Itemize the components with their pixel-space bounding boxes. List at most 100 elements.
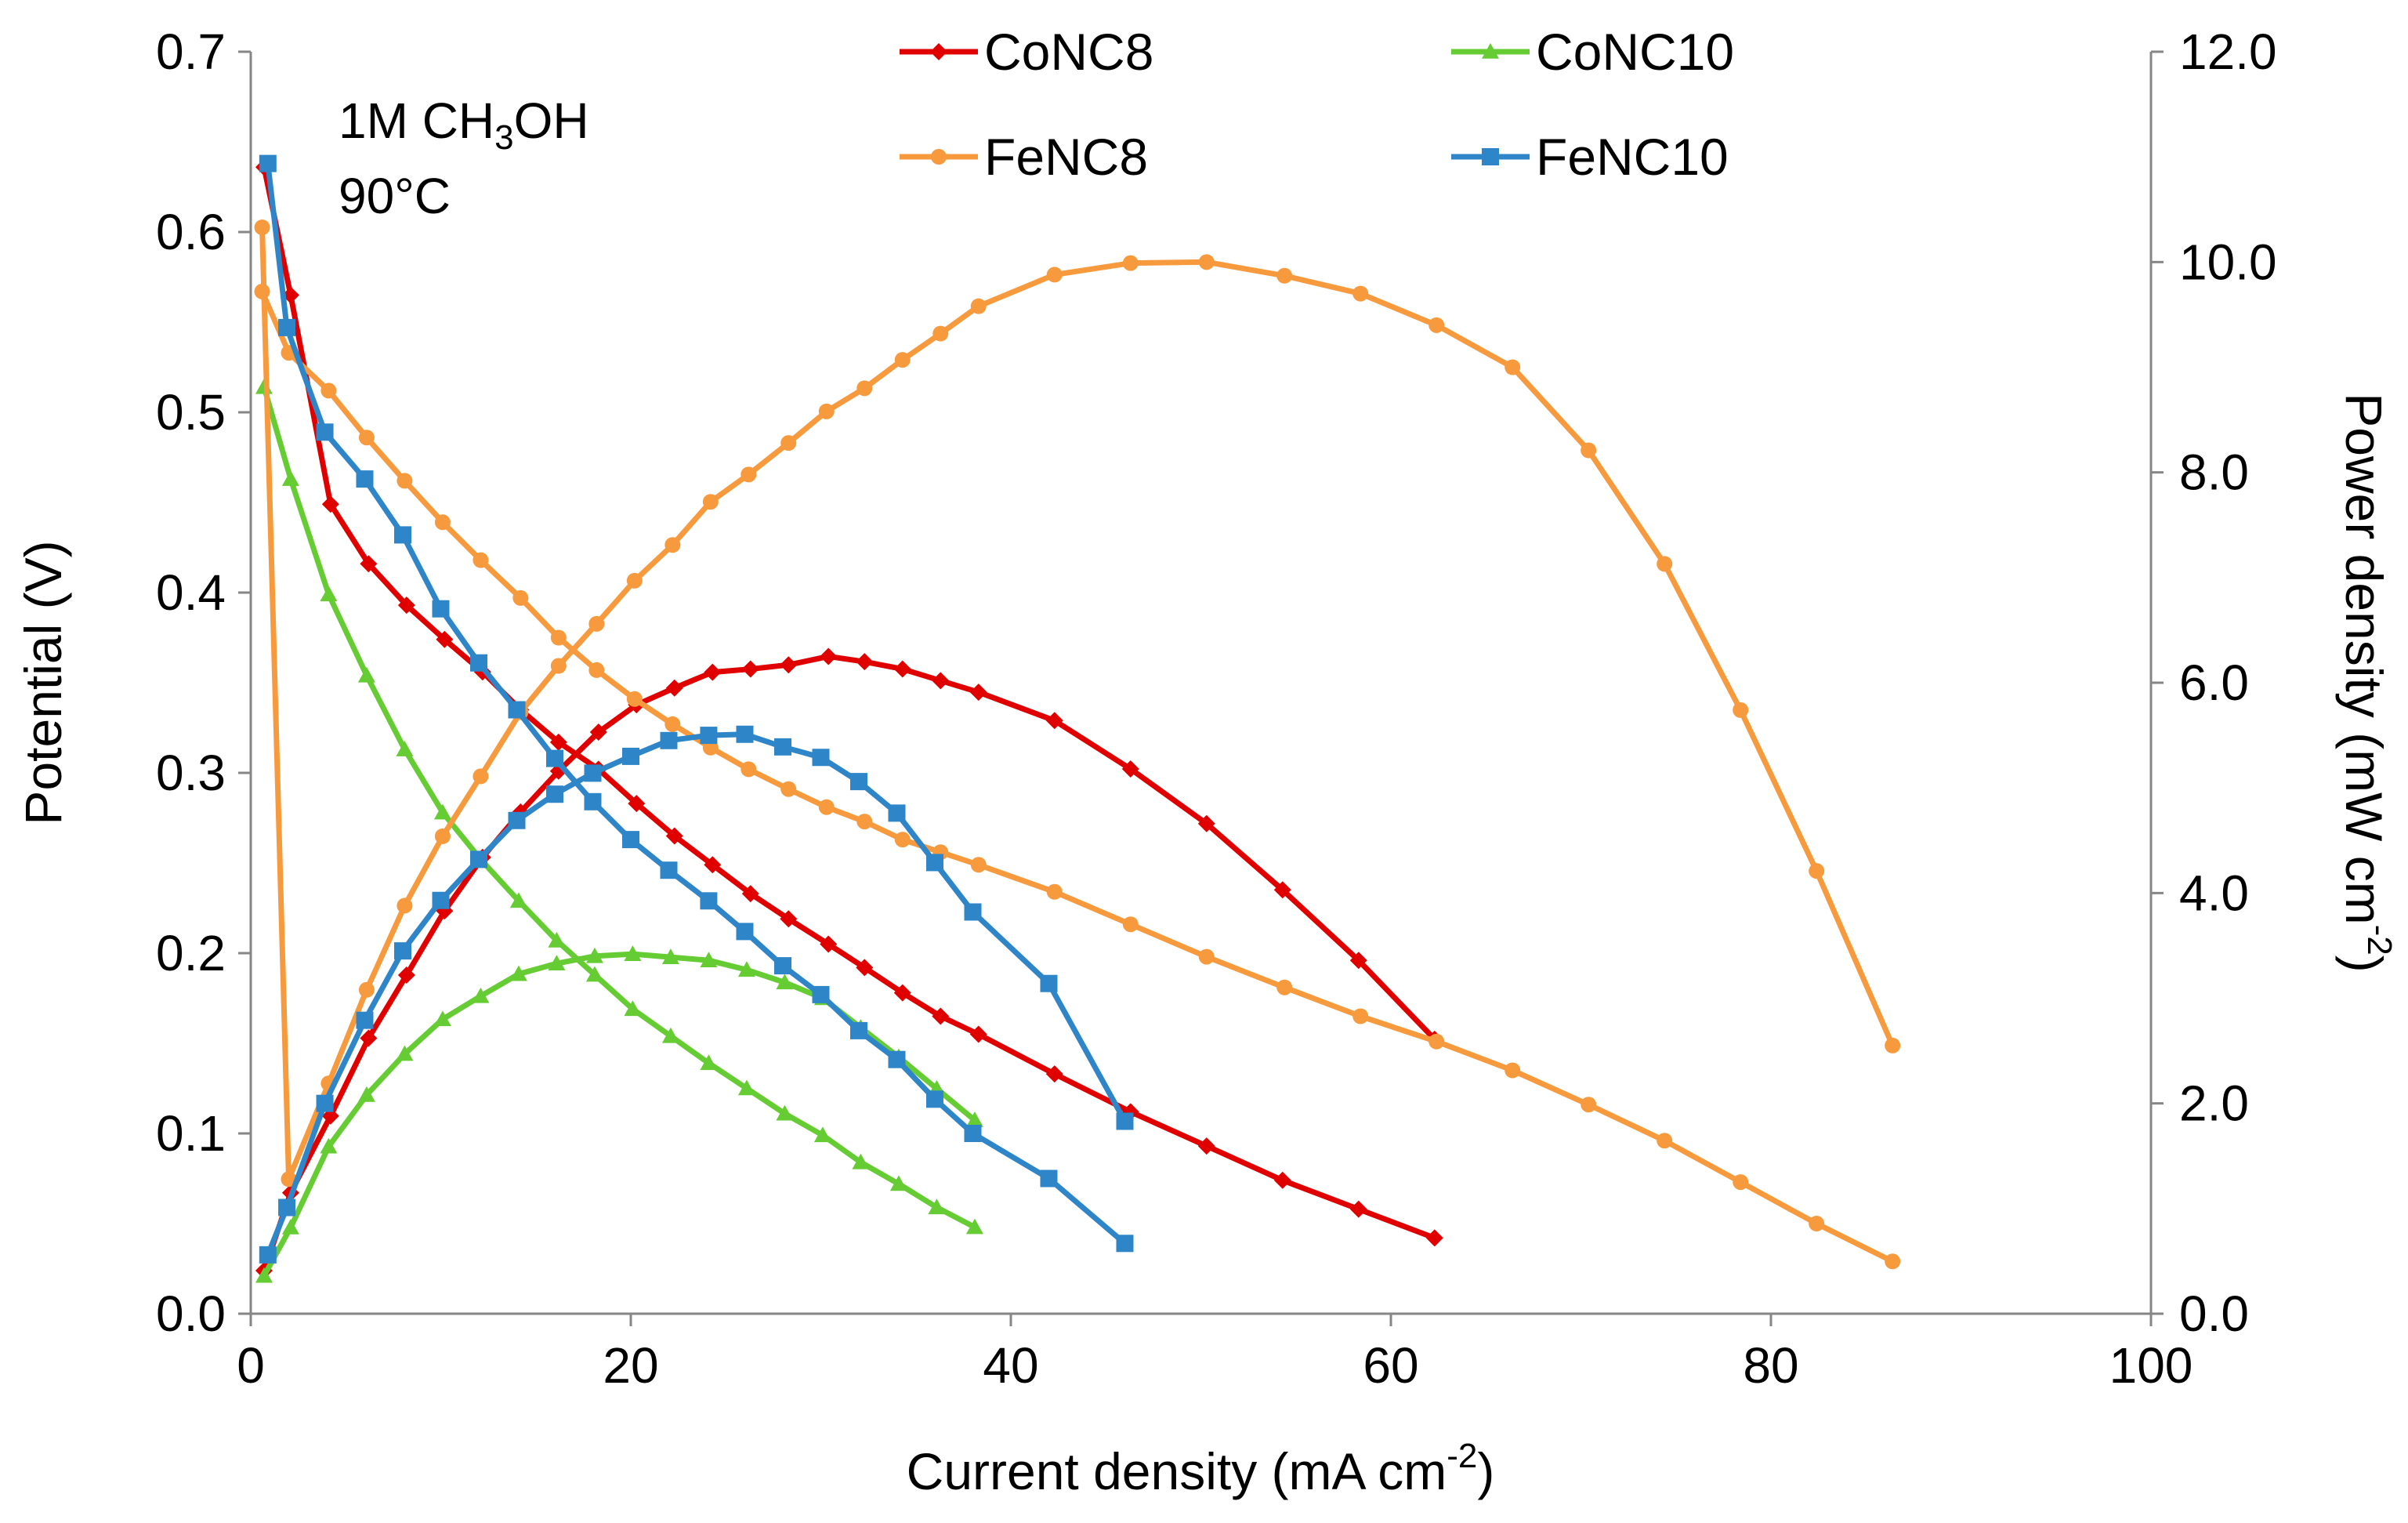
conc8-potential-point (1197, 1137, 1215, 1155)
conc10-power-line (261, 951, 977, 1278)
fenc10-power-point (964, 903, 982, 921)
fenc8-power-point (1352, 285, 1369, 302)
fenc10-power-point (888, 804, 906, 822)
conc10-power-point (700, 952, 718, 967)
fenc8-power-point (397, 897, 413, 914)
y-tick-label: 0.5 (156, 384, 226, 441)
fenc8-potential-point (1046, 883, 1063, 900)
tick-labels: 0 20 40 60 80 1000.00.10.20.30.40.50.60.70.02… (156, 24, 2277, 1394)
fenc8-power-point (702, 494, 719, 510)
fenc10-power-point (1040, 974, 1058, 992)
fenc8-potential-point (1352, 1008, 1369, 1024)
axes (249, 52, 2153, 1315)
conc8-potential-point (549, 733, 567, 751)
fenc8-power-point (818, 403, 835, 419)
annotation-methanol: 1M CH3OH (339, 92, 589, 157)
series-conc8 (255, 158, 1443, 1279)
fenc10-potential-point (470, 654, 487, 672)
fenc8-power-point (1276, 267, 1293, 284)
conc8-power-point (1349, 952, 1367, 970)
conc10-potential-point (320, 586, 338, 602)
y2-tick-label: 12.0 (2179, 24, 2277, 80)
conc8-potential-point (1045, 1065, 1063, 1083)
conc10-power-point (396, 1045, 414, 1061)
legend-label: CoNC8 (984, 23, 1153, 81)
fenc10-power-point (394, 942, 411, 960)
conc10-potential-point (813, 1126, 831, 1143)
conc10-power-point (472, 987, 490, 1003)
fenc10-potential-point (622, 831, 639, 849)
fenc8-potential-point (1429, 1033, 1445, 1050)
fenc8-power-point (1809, 863, 1825, 879)
conc8-power-point (397, 966, 415, 984)
conc10-power-point (357, 1086, 375, 1102)
legend-item-fenc8: FeNC8 (900, 128, 1148, 186)
fenc8-power-point (550, 658, 567, 674)
y-tick-label: 0.3 (156, 745, 226, 801)
conc8-power-point (969, 684, 987, 702)
conc10-power-point (320, 1137, 338, 1154)
fenc8-power-point (1122, 255, 1139, 271)
fenc10-power-point (259, 1246, 277, 1264)
fenc10-potential-point (736, 923, 754, 941)
conc10-power-point (255, 1267, 273, 1283)
legend-item-conc8: CoNC8 (900, 23, 1153, 81)
fenc8-potential-point (1885, 1253, 1901, 1270)
conc10-potential-point (965, 1218, 983, 1235)
conc8-power-point (704, 663, 722, 681)
fenc10-potential-line (265, 163, 1127, 1246)
fenc8-power-point (1885, 1037, 1901, 1053)
conc10-potential-point (396, 741, 414, 756)
conc10-potential-point (624, 1000, 642, 1017)
x-tick-label: 60 (1363, 1337, 1418, 1394)
conc8-potential-line (261, 166, 1436, 1241)
series-fenc8 (254, 219, 1901, 1270)
fenc8-power-point (856, 380, 873, 397)
fenc10-power-point (470, 850, 487, 868)
fenc8-potential-point (397, 473, 413, 489)
fenc10-potential-point (508, 701, 526, 719)
fenc10-potential-point (584, 792, 602, 810)
fenc10-potential-point (316, 423, 334, 441)
fenc10-potential-point (964, 1125, 982, 1142)
fenc10-power-point (546, 785, 563, 803)
fenc10-potential-point (432, 600, 450, 618)
conc8-power-point (820, 647, 838, 665)
fenc8-potential-point (970, 857, 987, 873)
y-tick-label: 0.1 (156, 1105, 226, 1162)
fenc8-power-line (259, 227, 1896, 1182)
fenc8-power-point (741, 466, 757, 483)
fenc8-power-point (588, 615, 605, 632)
fenc8-power-point (358, 981, 375, 998)
y-tick-label: 0.2 (156, 925, 226, 981)
legend-swatch-marker (1482, 148, 1499, 165)
fenc8-potential-point (780, 781, 797, 797)
fenc8-power-point (434, 828, 451, 844)
conc8-potential-point (893, 984, 911, 1002)
legend-swatch-marker (1482, 43, 1499, 59)
conc8-power-point (741, 660, 759, 678)
conc10-potential-point (585, 966, 603, 982)
fenc8-potential-point (550, 629, 567, 646)
x-tick-label: 40 (983, 1337, 1038, 1394)
fenc10-potential-point (278, 318, 296, 336)
conc8-potential-point (856, 959, 874, 977)
conc10-potential-point (852, 1153, 870, 1169)
fenc10-potential-point (1040, 1169, 1058, 1188)
fenc8-potential-point (434, 514, 451, 531)
fenc8-potential-point (626, 691, 643, 707)
fenc8-potential-point (1657, 1133, 1673, 1149)
conc8-power-point (589, 723, 607, 742)
conc10-potential-point (928, 1198, 946, 1215)
fenc8-potential-point (320, 383, 337, 399)
fenc8-power-point (932, 325, 949, 342)
conc8-potential-point (704, 856, 722, 874)
conc8-potential-point (820, 935, 838, 953)
fenc8-potential-point (473, 552, 489, 568)
y-tick-label: 0.4 (156, 564, 226, 621)
fenc8-potential-point (664, 716, 681, 732)
conc10-power-point (509, 965, 527, 981)
conc8-potential-point (436, 630, 454, 648)
fenc8-power-point (1198, 254, 1215, 270)
fenc8-potential-point (818, 799, 835, 815)
